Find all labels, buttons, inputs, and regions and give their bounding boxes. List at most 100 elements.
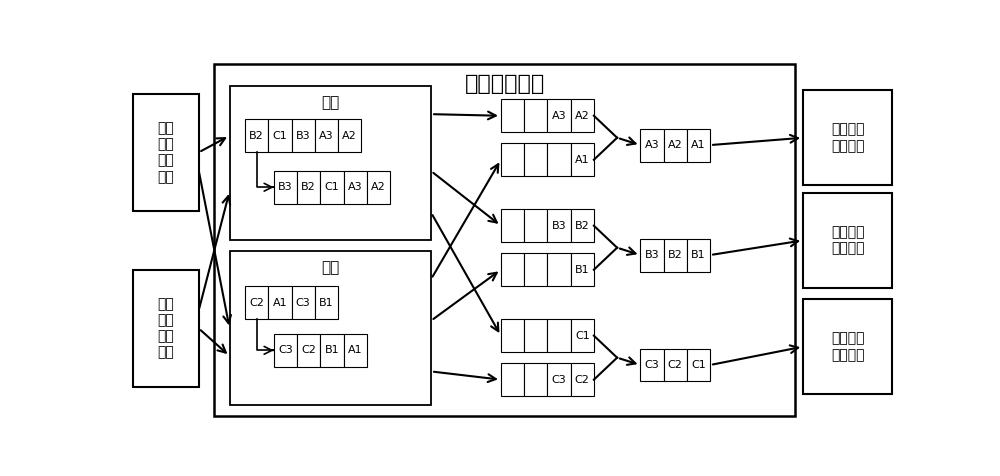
Bar: [214, 64, 795, 416]
Bar: [320, 171, 344, 204]
Text: C1: C1: [273, 131, 287, 141]
Text: C2: C2: [249, 298, 264, 307]
Bar: [501, 363, 524, 396]
Text: 加工处理
功能模块: 加工处理 功能模块: [831, 332, 864, 362]
Text: B2: B2: [668, 250, 683, 260]
Bar: [268, 286, 292, 319]
Bar: [338, 119, 361, 152]
Text: C2: C2: [668, 360, 683, 370]
Bar: [230, 251, 431, 406]
Bar: [640, 348, 664, 381]
Bar: [524, 319, 547, 352]
Text: A3: A3: [319, 131, 334, 141]
Bar: [315, 286, 338, 319]
Bar: [292, 119, 315, 152]
Text: 排序功能模块: 排序功能模块: [465, 74, 545, 94]
Bar: [640, 238, 664, 271]
Text: 前置
加工
功能
模块: 前置 加工 功能 模块: [157, 297, 174, 360]
Bar: [297, 334, 320, 367]
Text: 加工处理
功能模块: 加工处理 功能模块: [831, 123, 864, 153]
Bar: [344, 171, 367, 204]
Text: C1: C1: [325, 182, 339, 192]
Bar: [524, 253, 547, 286]
Bar: [292, 286, 315, 319]
Bar: [803, 299, 892, 394]
Bar: [268, 119, 292, 152]
Text: 加工处理
功能模块: 加工处理 功能模块: [831, 225, 864, 256]
Bar: [524, 209, 547, 242]
Bar: [501, 99, 524, 132]
Bar: [687, 238, 710, 271]
Bar: [547, 319, 571, 352]
Bar: [315, 119, 338, 152]
Bar: [524, 99, 547, 132]
Text: C3: C3: [645, 360, 659, 370]
Text: B2: B2: [301, 182, 316, 192]
Bar: [571, 143, 594, 176]
Bar: [664, 129, 687, 161]
Text: 分组: 分组: [321, 96, 340, 110]
Text: A1: A1: [348, 345, 362, 356]
Text: B3: B3: [552, 221, 566, 231]
Text: C3: C3: [278, 345, 293, 356]
Bar: [547, 99, 571, 132]
Bar: [230, 87, 431, 240]
Text: A2: A2: [342, 131, 357, 141]
Text: C3: C3: [296, 298, 311, 307]
Bar: [547, 253, 571, 286]
Bar: [320, 334, 344, 367]
Text: B1: B1: [325, 345, 339, 356]
Bar: [803, 90, 892, 185]
Text: C1: C1: [575, 331, 590, 341]
Bar: [501, 253, 524, 286]
Bar: [547, 363, 571, 396]
Bar: [571, 253, 594, 286]
Text: A2: A2: [575, 111, 590, 121]
Text: 前置
加工
功能
模块: 前置 加工 功能 模块: [157, 121, 174, 184]
Bar: [571, 209, 594, 242]
Text: C1: C1: [691, 360, 706, 370]
Text: A1: A1: [575, 155, 590, 165]
Bar: [367, 171, 390, 204]
Text: B1: B1: [575, 265, 590, 275]
Bar: [571, 99, 594, 132]
Bar: [640, 129, 664, 161]
Text: B1: B1: [319, 298, 334, 307]
Bar: [547, 143, 571, 176]
Bar: [687, 129, 710, 161]
Bar: [803, 193, 892, 288]
Text: B2: B2: [249, 131, 264, 141]
Bar: [501, 209, 524, 242]
Bar: [297, 171, 320, 204]
Text: B2: B2: [575, 221, 590, 231]
Text: A3: A3: [552, 111, 566, 121]
Text: A1: A1: [273, 298, 287, 307]
Bar: [344, 334, 367, 367]
Text: A2: A2: [371, 182, 386, 192]
Bar: [687, 348, 710, 381]
Text: C2: C2: [301, 345, 316, 356]
Text: A3: A3: [645, 140, 659, 150]
Text: C3: C3: [552, 375, 566, 385]
Text: 分组: 分组: [321, 260, 340, 276]
Text: B3: B3: [296, 131, 311, 141]
Bar: [274, 334, 297, 367]
Bar: [547, 209, 571, 242]
Bar: [524, 363, 547, 396]
Bar: [245, 119, 268, 152]
Bar: [133, 94, 199, 211]
Bar: [524, 143, 547, 176]
Text: C2: C2: [575, 375, 590, 385]
Bar: [501, 319, 524, 352]
Bar: [664, 348, 687, 381]
Text: B1: B1: [691, 250, 706, 260]
Bar: [245, 286, 268, 319]
Bar: [664, 238, 687, 271]
Text: A2: A2: [668, 140, 683, 150]
Bar: [133, 270, 199, 387]
Bar: [501, 143, 524, 176]
Text: B3: B3: [645, 250, 659, 260]
Text: A3: A3: [348, 182, 362, 192]
Text: A1: A1: [691, 140, 706, 150]
Bar: [571, 363, 594, 396]
